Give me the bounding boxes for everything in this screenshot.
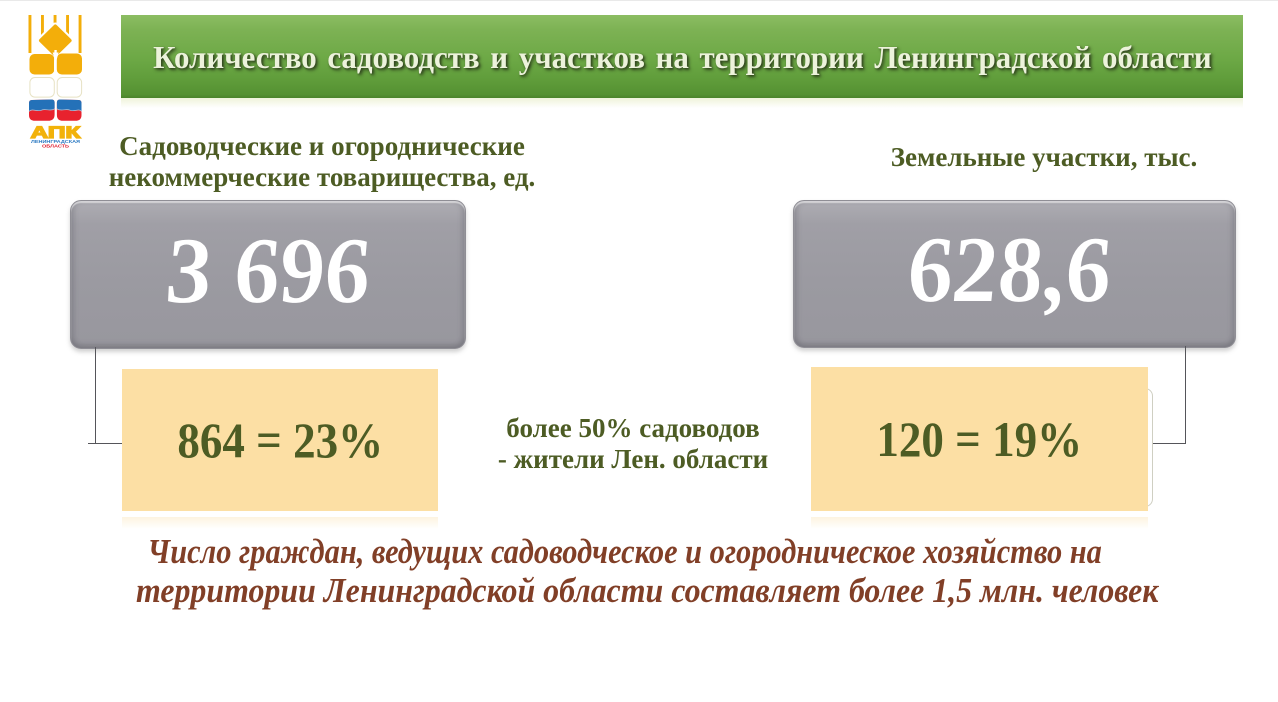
svg-text:ЛЕНИНГРАДСКАЯ: ЛЕНИНГРАДСКАЯ [31,139,80,144]
svg-text:ОБЛАСТЬ: ОБЛАСТЬ [42,143,69,148]
svg-text:АПК: АПК [31,124,82,142]
